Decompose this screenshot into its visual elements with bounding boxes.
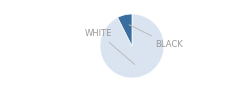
Wedge shape: [118, 14, 132, 46]
Legend: 92.6%, 7.4%: 92.6%, 7.4%: [86, 99, 178, 100]
Wedge shape: [100, 14, 164, 78]
Text: BLACK: BLACK: [129, 25, 183, 49]
Text: WHITE: WHITE: [85, 29, 135, 64]
